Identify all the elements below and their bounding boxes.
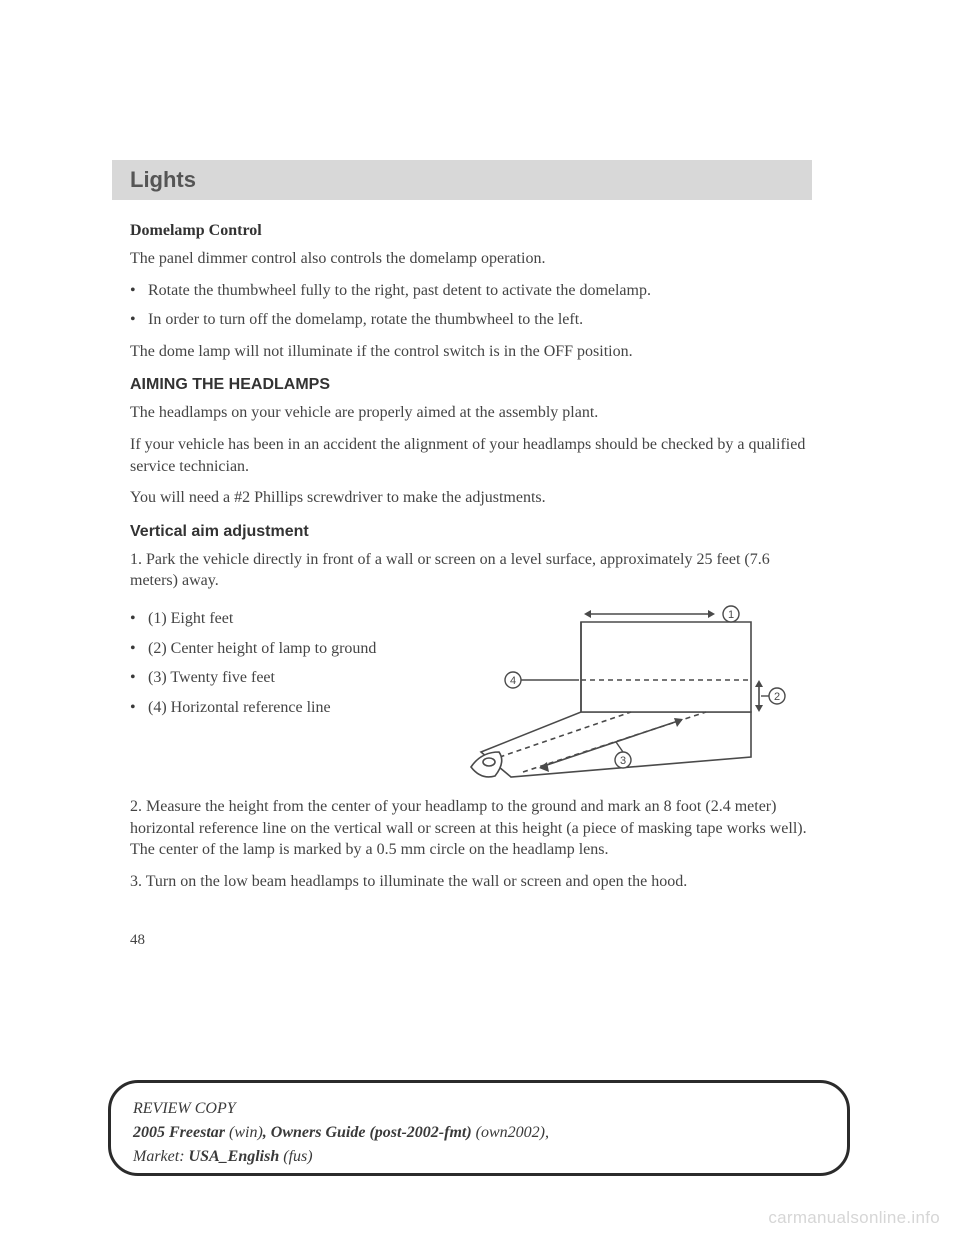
- footer-line2-it1: (win): [229, 1124, 263, 1141]
- domelamp-title: Domelamp Control: [130, 222, 812, 240]
- diagram-label-4: 4: [510, 675, 516, 687]
- footer-line3-bold: USA_English: [189, 1148, 284, 1165]
- bullet-dot: •: [130, 309, 148, 331]
- bullet-text: (4) Horizontal reference line: [148, 697, 331, 719]
- footer-line3-pre: Market:: [133, 1148, 189, 1165]
- footer-box: REVIEW COPY 2005 Freestar (win), Owners …: [108, 1080, 850, 1176]
- diagram-label-3: 3: [620, 755, 626, 767]
- footer-line2-bold: 2005 Freestar: [133, 1124, 229, 1141]
- bullet-row: • In order to turn off the domelamp, rot…: [130, 309, 812, 331]
- page-content: Domelamp Control The panel dimmer contro…: [130, 222, 812, 949]
- diagram-label-2: 2: [774, 691, 780, 703]
- page-number: 48: [130, 932, 812, 949]
- vertical-step2: 2. Measure the height from the center of…: [130, 796, 812, 861]
- vertical-step3: 3. Turn on the low beam headlamps to ill…: [130, 871, 812, 893]
- watermark: carmanualsonline.info: [768, 1208, 940, 1228]
- vertical-title: Vertical aim adjustment: [130, 523, 812, 541]
- bullet-text: (2) Center height of lamp to ground: [148, 638, 376, 660]
- bullet-dot: •: [130, 638, 148, 660]
- legend-bullets: • (1) Eight feet • (2) Center height of …: [130, 608, 410, 718]
- aiming-p3: You will need a #2 Phillips screwdriver …: [130, 487, 812, 509]
- footer-line2-it2: (own2002),: [476, 1124, 549, 1141]
- section-header: Lights: [112, 160, 812, 200]
- headlamp-aim-diagram: 1 2 3 4: [451, 602, 791, 782]
- bullet-row: • (3) Twenty five feet: [130, 667, 410, 689]
- bullet-row: • (2) Center height of lamp to ground: [130, 638, 410, 660]
- aiming-p1: The headlamps on your vehicle are proper…: [130, 402, 812, 424]
- legend-diagram-row: • (1) Eight feet • (2) Center height of …: [130, 602, 812, 782]
- section-header-title: Lights: [130, 167, 196, 193]
- domelamp-note: The dome lamp will not illuminate if the…: [130, 341, 812, 363]
- bullet-dot: •: [130, 667, 148, 689]
- bullet-text: Rotate the thumbwheel fully to the right…: [148, 280, 651, 302]
- bullet-dot: •: [130, 697, 148, 719]
- domelamp-intro: The panel dimmer control also controls t…: [130, 248, 812, 270]
- vertical-step1: 1. Park the vehicle directly in front of…: [130, 549, 812, 592]
- bullet-dot: •: [130, 280, 148, 302]
- bullet-text: (1) Eight feet: [148, 608, 233, 630]
- footer-line1: REVIEW COPY: [133, 1100, 236, 1117]
- diagram-label-1: 1: [728, 609, 734, 621]
- aiming-title: AIMING THE HEADLAMPS: [130, 376, 812, 394]
- bullet-text: In order to turn off the domelamp, rotat…: [148, 309, 583, 331]
- footer-line2-bold2: Owners Guide (post-2002-fmt): [271, 1124, 476, 1141]
- bullet-dot: •: [130, 608, 148, 630]
- bullet-row: • Rotate the thumbwheel fully to the rig…: [130, 280, 812, 302]
- bullet-row: • (4) Horizontal reference line: [130, 697, 410, 719]
- footer-line3-it: (fus): [283, 1148, 312, 1165]
- bullet-text: (3) Twenty five feet: [148, 667, 275, 689]
- aiming-p2: If your vehicle has been in an accident …: [130, 434, 812, 477]
- footer-line2-mid: ,: [263, 1124, 271, 1141]
- bullet-row: • (1) Eight feet: [130, 608, 410, 630]
- domelamp-bullets: • Rotate the thumbwheel fully to the rig…: [130, 280, 812, 331]
